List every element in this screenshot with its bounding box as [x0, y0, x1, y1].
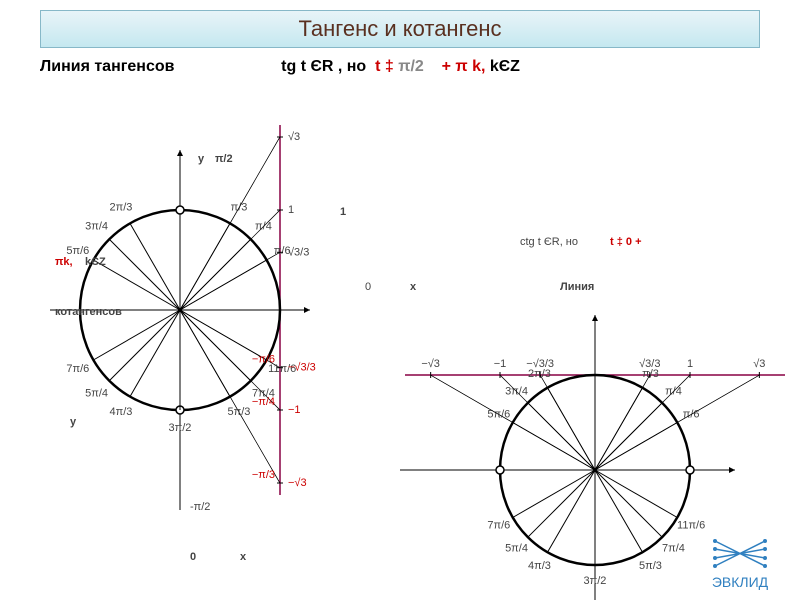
svg-text:√3: √3: [288, 131, 300, 143]
logo-text: ЭВКЛИД: [710, 574, 770, 590]
svg-text:−√3/3: −√3/3: [288, 362, 316, 374]
svg-text:-π/2: -π/2: [190, 501, 210, 513]
diagram-svg: π/6π/4π/32π/33π/45π/67π/65π/44π/35π/37π/…: [0, 50, 800, 610]
svg-text:1: 1: [288, 204, 294, 216]
svg-text:π/2: π/2: [215, 153, 233, 165]
svg-text:2π/3: 2π/3: [110, 202, 133, 214]
svg-text:5π/4: 5π/4: [85, 387, 108, 399]
svg-text:11π/6: 11π/6: [677, 519, 705, 531]
svg-text:kЄZ: kЄZ: [85, 256, 106, 268]
svg-text:7π/6: 7π/6: [487, 519, 510, 531]
svg-text:Линия: Линия: [560, 281, 594, 293]
svg-text:0: 0: [365, 281, 371, 293]
svg-text:1: 1: [340, 206, 346, 218]
title-bar: Тангенс и котангенс: [40, 10, 760, 48]
svg-text:котангенсов: котангенсов: [55, 306, 122, 318]
svg-text:5π/4: 5π/4: [505, 542, 528, 554]
svg-text:−π/3: −π/3: [252, 469, 275, 481]
svg-text:−√3/3: −√3/3: [526, 358, 554, 370]
svg-text:5π/3: 5π/3: [639, 560, 662, 572]
svg-text:√3: √3: [753, 358, 765, 370]
svg-text:3π/2: 3π/2: [169, 422, 192, 434]
svg-text:√3/3: √3/3: [288, 246, 309, 258]
svg-text:−π/6: −π/6: [252, 354, 275, 366]
svg-text:t ‡ 0 +: t ‡ 0 +: [610, 236, 642, 248]
svg-text:3π/4: 3π/4: [85, 220, 108, 232]
svg-text:−1: −1: [494, 358, 507, 370]
svg-text:у: у: [70, 416, 77, 428]
logo: ЭВКЛИД: [710, 536, 770, 590]
svg-text:1: 1: [687, 358, 693, 370]
svg-text:5π/3: 5π/3: [228, 406, 251, 418]
svg-text:7π/4: 7π/4: [662, 542, 685, 554]
svg-text:4π/3: 4π/3: [110, 406, 133, 418]
svg-text:−1: −1: [288, 404, 301, 416]
svg-text:4π/3: 4π/3: [528, 560, 551, 572]
svg-text:0: 0: [190, 551, 196, 563]
svg-text:πk,: πk,: [55, 256, 73, 268]
svg-text:−√3: −√3: [421, 358, 440, 370]
svg-text:−√3: −√3: [288, 477, 307, 489]
svg-text:−π/4: −π/4: [252, 396, 275, 408]
svg-text:у: у: [198, 153, 205, 165]
svg-text:x: x: [410, 281, 417, 293]
svg-text:√3/3: √3/3: [639, 358, 660, 370]
svg-text:7π/6: 7π/6: [66, 363, 89, 375]
svg-text:ctg t ЄR, но: ctg t ЄR, но: [520, 236, 578, 248]
svg-text:x: x: [240, 551, 247, 563]
svg-text:3π/2: 3π/2: [584, 575, 607, 587]
